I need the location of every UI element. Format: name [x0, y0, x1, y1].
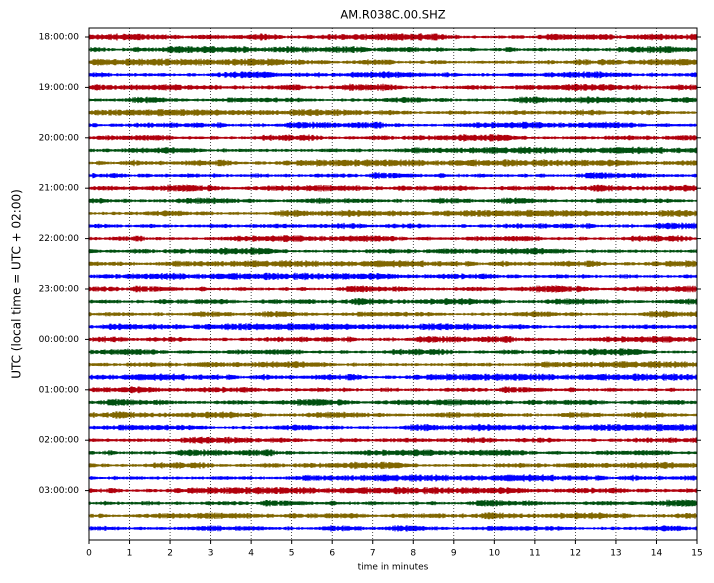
trace — [88, 449, 697, 457]
x-tick-label: 0 — [86, 549, 92, 559]
y-tick-label: 00:00:00 — [39, 335, 80, 345]
trace — [88, 235, 697, 243]
x-tick-label: 2 — [167, 549, 173, 559]
trace — [88, 398, 697, 406]
y-tick-label: 01:00:00 — [39, 385, 80, 395]
trace — [88, 109, 697, 117]
x-tick-label: 11 — [529, 549, 540, 559]
trace — [88, 222, 697, 230]
y-tick-label: 23:00:00 — [39, 285, 80, 295]
x-tick-label: 8 — [410, 549, 416, 559]
trace — [88, 436, 697, 444]
trace — [88, 310, 697, 318]
x-tick-label: 3 — [208, 549, 214, 559]
trace — [88, 335, 697, 343]
y-axis-label: UTC (local time = UTC + 02:00) — [10, 189, 24, 379]
trace — [88, 348, 697, 356]
trace — [88, 361, 697, 369]
trace — [88, 46, 697, 54]
y-tick-label: 03:00:00 — [39, 486, 80, 496]
x-tick-label: 4 — [248, 549, 254, 559]
trace — [88, 285, 697, 293]
trace — [88, 209, 697, 218]
y-tick-label: 20:00:00 — [39, 133, 80, 143]
y-tick-label: 02:00:00 — [39, 436, 80, 446]
traces — [88, 33, 697, 532]
trace — [88, 172, 697, 179]
trace — [88, 386, 697, 394]
trace — [88, 474, 697, 482]
x-tick-label: 1 — [127, 549, 133, 559]
trace — [88, 423, 697, 432]
trace — [88, 58, 697, 66]
trace — [88, 83, 697, 92]
trace — [88, 33, 697, 41]
x-axis-label: time in minutes — [358, 563, 429, 573]
y-tick-label: 18:00:00 — [39, 33, 80, 43]
trace — [88, 525, 697, 532]
x-tick-label: 7 — [370, 549, 376, 559]
trace — [88, 146, 697, 155]
trace — [88, 323, 697, 331]
x-tick-label: 13 — [610, 549, 621, 559]
trace — [88, 159, 697, 167]
x-tick-label: 15 — [691, 549, 702, 559]
y-tick-label: 19:00:00 — [39, 83, 80, 93]
trace — [88, 96, 697, 104]
trace — [88, 499, 697, 507]
trace — [88, 373, 697, 381]
trace — [88, 134, 697, 142]
trace — [88, 411, 697, 419]
trace — [88, 197, 697, 205]
x-tick-label: 14 — [651, 549, 663, 559]
x-tick-label: 9 — [451, 549, 457, 559]
x-tick-label: 12 — [570, 549, 581, 559]
x-tick-label: 10 — [489, 549, 501, 559]
x-tick-label: 6 — [329, 549, 335, 559]
y-tick-label: 22:00:00 — [39, 234, 80, 244]
trace — [88, 486, 697, 495]
trace — [88, 71, 697, 79]
y-tick-label: 21:00:00 — [39, 184, 80, 194]
trace — [88, 247, 697, 255]
trace — [88, 512, 697, 520]
trace — [88, 184, 697, 192]
trace — [88, 461, 697, 470]
chart-title: AM.R038C.00.SHZ — [340, 8, 445, 22]
trace — [88, 298, 697, 306]
trace — [88, 121, 697, 129]
trace — [88, 260, 697, 268]
trace — [88, 272, 697, 281]
x-tick-label: 5 — [289, 549, 295, 559]
